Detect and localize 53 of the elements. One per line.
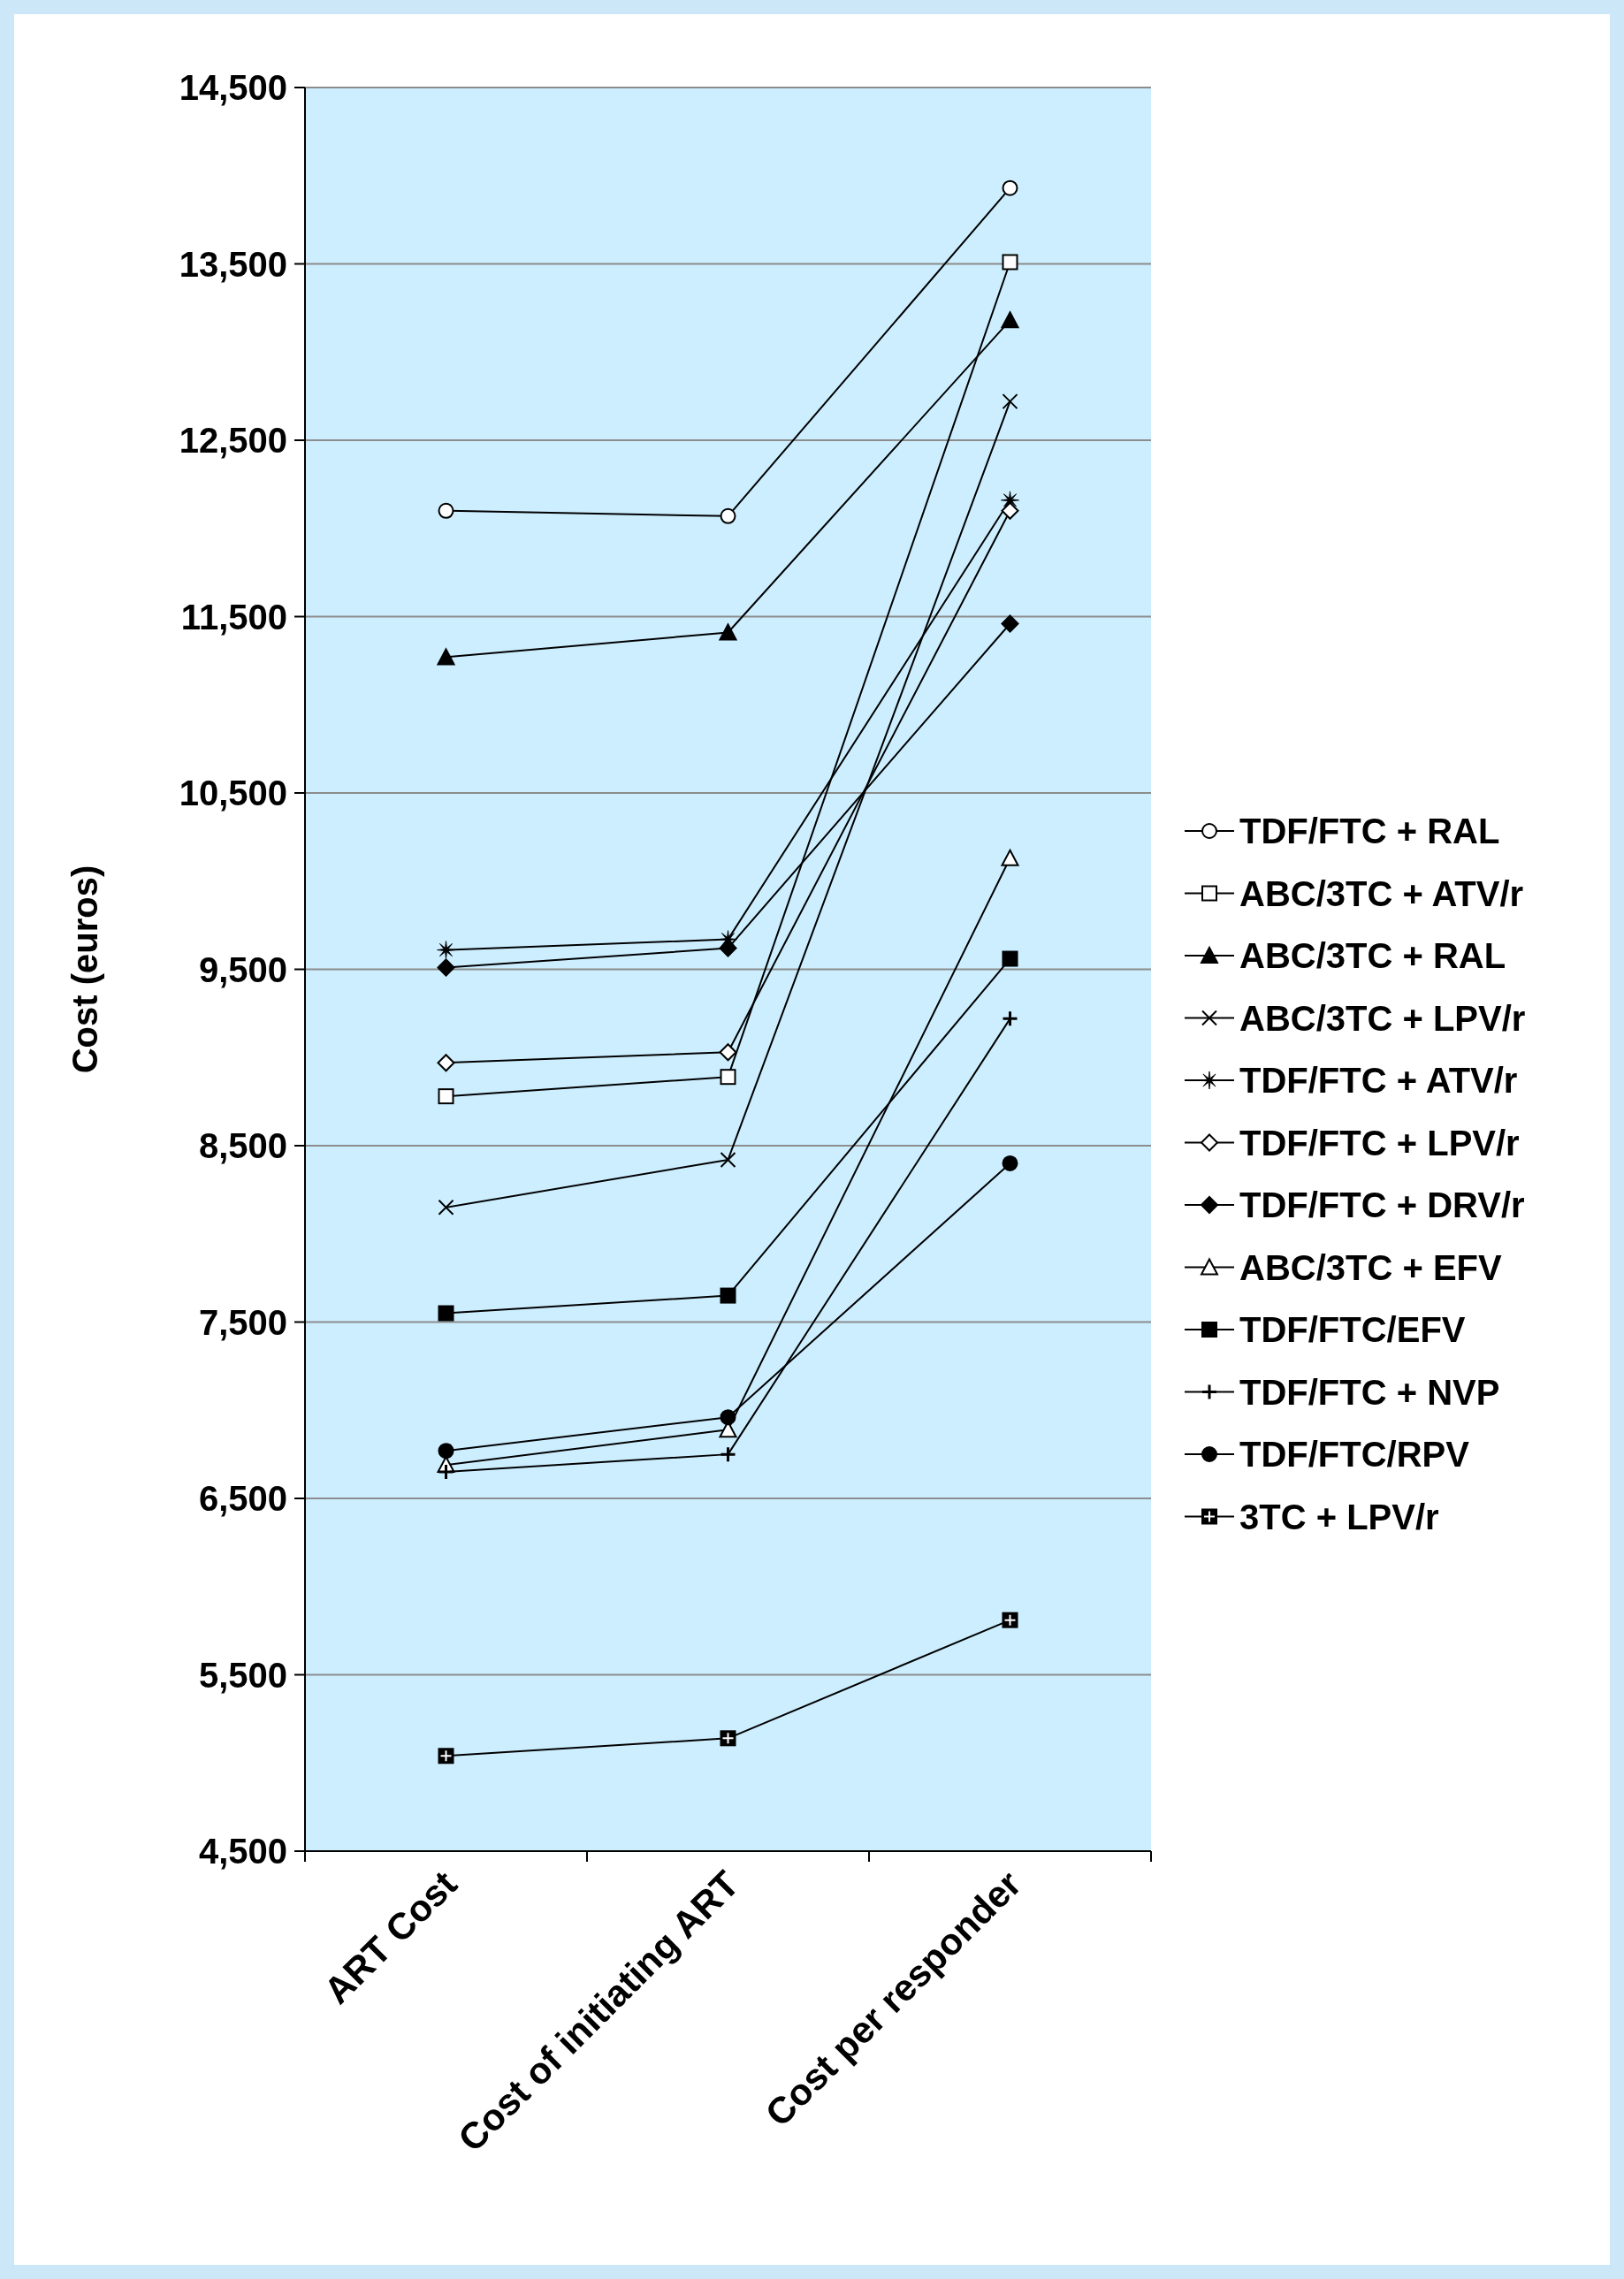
point — [720, 1069, 736, 1086]
point — [438, 1463, 454, 1481]
point — [719, 623, 737, 641]
point — [1002, 950, 1018, 967]
legend-label: ABC/3TC + EFV — [1239, 1247, 1503, 1287]
point — [720, 507, 736, 524]
legend-label: TDF/FTC + DRV/r — [1239, 1185, 1525, 1224]
point — [1002, 254, 1018, 271]
point — [1001, 614, 1019, 633]
y-tick-label: 9,500 — [198, 949, 287, 989]
legend-label: TDF/FTC/EFV — [1239, 1310, 1466, 1349]
point — [720, 1287, 736, 1304]
y-tick-label: 11,500 — [180, 597, 287, 636]
point — [1002, 393, 1018, 410]
point — [720, 1445, 736, 1463]
y-tick-label: 6,500 — [198, 1479, 287, 1518]
point — [720, 1409, 736, 1426]
point — [438, 502, 454, 519]
legend-label: ABC/3TC + LPV/r — [1239, 998, 1526, 1038]
point — [438, 1088, 454, 1105]
legend-label: TDF/FTC + ATV/r — [1239, 1061, 1518, 1100]
legend-label: TDF/FTC/RPV — [1239, 1435, 1470, 1474]
point — [1001, 311, 1019, 329]
y-tick-label: 10,500 — [179, 774, 287, 812]
y-axis-title: Cost (euros) — [65, 865, 104, 1074]
legend-label: TDF/FTC + LPV/r — [1239, 1123, 1520, 1162]
point — [437, 1054, 455, 1072]
point — [437, 941, 455, 959]
point — [1002, 1155, 1018, 1171]
point — [1002, 179, 1018, 196]
point — [438, 1199, 454, 1216]
point — [1001, 849, 1019, 866]
y-tick-label: 14,500 — [179, 68, 287, 107]
point — [438, 1305, 454, 1322]
point — [437, 958, 455, 977]
y-tick-label: 5,500 — [198, 1655, 287, 1695]
point — [720, 1151, 736, 1168]
point — [719, 1043, 737, 1062]
legend-label: TDF/FTC + NVP — [1239, 1372, 1500, 1412]
y-tick-label: 7,500 — [198, 1302, 287, 1342]
point — [1002, 1010, 1018, 1027]
legend-label: ABC/3TC + RAL — [1239, 936, 1506, 975]
point — [437, 648, 455, 666]
point — [1001, 501, 1019, 520]
y-tick-label: 13,500 — [179, 244, 287, 284]
legend-label: 3TC + LPV/r — [1239, 1497, 1439, 1536]
y-tick-label: 4,500 — [198, 1832, 287, 1871]
point — [438, 1443, 454, 1460]
y-tick-label: 8,500 — [198, 1126, 287, 1165]
y-tick-label: 12,500 — [179, 421, 287, 460]
legend-label: TDF/FTC + RAL — [1239, 812, 1500, 850]
legend-label: ABC/3TC + ATV/r — [1239, 873, 1524, 913]
point — [719, 939, 737, 957]
